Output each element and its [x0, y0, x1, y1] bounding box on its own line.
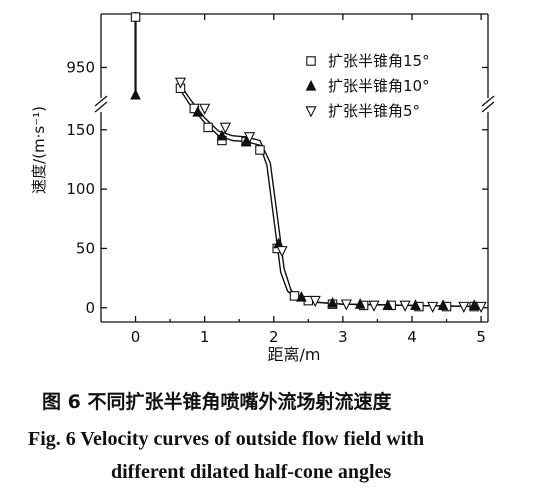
series-2-point	[437, 299, 449, 310]
series-1-point	[130, 12, 141, 22]
series-3-point	[427, 301, 439, 314]
series-2-point	[468, 299, 480, 310]
axis-break-mark	[94, 101, 108, 113]
series-2-point	[327, 296, 338, 308]
series-2-point	[382, 299, 394, 310]
y-tick-label: 50	[76, 239, 95, 257]
legend-label-3: 扩张半锥角5°	[328, 102, 420, 120]
series-3-point	[475, 301, 487, 314]
series-1-point	[255, 145, 265, 155]
series-2-point	[130, 88, 141, 100]
series-2-point	[410, 299, 421, 310]
x-tick-label: 5	[476, 328, 486, 346]
series-3-point	[309, 295, 321, 308]
series-1-point	[289, 291, 300, 301]
x-tick-label: 2	[269, 328, 279, 346]
y-axis-label: 速度/(m·s⁻¹)	[30, 106, 48, 194]
series-3-point	[199, 103, 211, 115]
x-tick-label: 3	[338, 328, 348, 346]
caption-en-line2: different dilated half-cone angles	[111, 461, 392, 483]
series-3-point	[368, 300, 380, 312]
legend-marker-3	[305, 106, 317, 118]
series-2-point	[192, 105, 204, 117]
x-tick-label: 0	[131, 328, 141, 346]
series-3-point	[174, 77, 187, 89]
series-2-point	[296, 290, 307, 302]
axis-break-mark	[481, 95, 495, 107]
series-2-point	[240, 135, 252, 147]
series-3-point	[219, 122, 231, 134]
series-3-point	[243, 132, 256, 144]
axis-break-mark	[94, 95, 108, 107]
series-3-point	[399, 300, 411, 312]
x-tick-label: 1	[200, 328, 210, 346]
series-1-point	[203, 122, 213, 133]
legend-label-2: 扩张半锥角10°	[328, 77, 430, 95]
series-3-point	[458, 301, 470, 314]
data-markers	[130, 12, 487, 314]
caption-en-line1: Fig. 6 Velocity curves of outside flow f…	[28, 428, 425, 450]
series-3-point	[340, 299, 352, 311]
y-tick-label: 0	[85, 299, 95, 317]
series-2-point	[354, 298, 366, 309]
caption-cn-text: 图 6 不同扩张半锥角喷嘴外流场射流速度	[42, 391, 392, 413]
y-tick-label: 950	[66, 58, 95, 76]
x-tick-label: 4	[407, 328, 417, 346]
legend-marker-1	[306, 56, 316, 66]
y-tick-label: 150	[66, 121, 95, 139]
chart-legend: 扩张半锥角15° 扩张半锥角10° 扩张半锥角5°	[328, 52, 430, 120]
legend-marker-2	[305, 79, 317, 91]
axis-break-mark	[481, 101, 495, 113]
series-2-point	[216, 129, 228, 141]
y-tick-label: 100	[66, 180, 95, 198]
series-3-point	[276, 246, 288, 258]
chart-axes	[94, 12, 495, 323]
x-axis-label: 距离/m	[268, 345, 321, 364]
legend-label-1: 扩张半锥角15°	[328, 52, 430, 70]
